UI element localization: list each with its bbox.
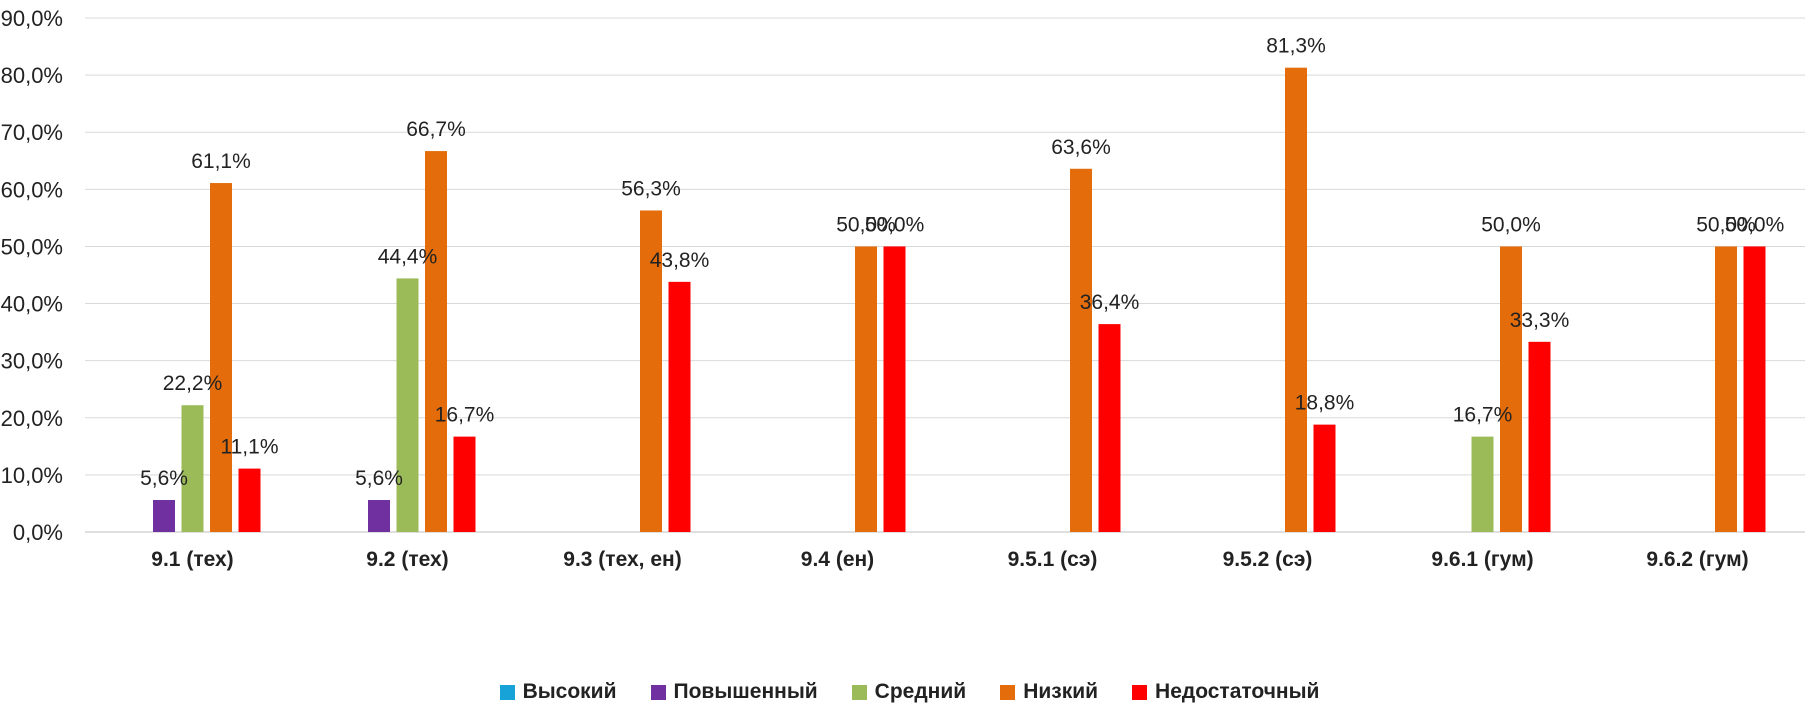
- legend: Высокий Повышенный Средний Низкий Недостаточ…: [0, 680, 1819, 704]
- legend-item: Средний: [851, 680, 967, 704]
- data-label: 50,0%: [1481, 213, 1541, 236]
- data-label: 61,1%: [191, 150, 251, 173]
- legend-label: Недостаточный: [1155, 680, 1320, 703]
- data-label: 50,0%: [865, 213, 925, 236]
- data-label: 16,7%: [435, 404, 495, 427]
- legend-item: Недостаточный: [1132, 680, 1319, 704]
- legend-item: Повышенный: [650, 680, 818, 704]
- bar: [153, 500, 175, 532]
- legend-label: Низкий: [1023, 680, 1099, 703]
- data-label: 50,0%: [1725, 213, 1785, 236]
- y-tick-label: 60,0%: [1, 177, 63, 202]
- bar: [855, 246, 877, 532]
- x-category-label: 9.3 (тех, ен): [563, 548, 681, 571]
- legend-swatch: [650, 684, 666, 700]
- legend-item: Низкий: [1000, 680, 1098, 704]
- gridlines: [85, 17, 1805, 533]
- bar: [1743, 246, 1766, 532]
- y-tick-label: 90,0%: [1, 6, 63, 31]
- bar: [1500, 246, 1522, 532]
- bar: [640, 210, 662, 532]
- bar: [425, 151, 447, 532]
- legend-swatch: [1132, 684, 1148, 700]
- legend-label: Высокий: [522, 680, 617, 703]
- bar: [1070, 168, 1092, 533]
- legend-label: Повышенный: [673, 680, 818, 703]
- data-label: 56,3%: [621, 177, 681, 200]
- legend-swatch: [851, 684, 867, 700]
- y-tick-label: 30,0%: [1, 349, 63, 374]
- legend-item: Высокий: [499, 680, 617, 704]
- x-category-label: 9.5.1 (сэ): [1008, 548, 1098, 571]
- data-label: 16,7%: [1453, 404, 1513, 427]
- data-label: 66,7%: [406, 118, 466, 141]
- y-tick-label: 10,0%: [1, 463, 63, 488]
- bar: [1285, 67, 1307, 532]
- data-labels: 5,6% 22,2% 61,1% 11,1% 5,6% 44,4% 66,7% 16,7% 56…: [140, 35, 1784, 490]
- bar: [396, 278, 419, 532]
- bar: [1098, 324, 1121, 532]
- bar: [1528, 341, 1551, 532]
- data-label: 18,8%: [1295, 392, 1355, 415]
- data-label: 11,1%: [221, 436, 279, 459]
- bar: [181, 405, 204, 532]
- bar: [368, 500, 390, 532]
- data-label: 36,4%: [1080, 291, 1140, 314]
- bar: [453, 436, 476, 532]
- data-label: 50,0%: [836, 213, 896, 236]
- legend-swatch: [499, 684, 515, 700]
- data-label: 5,6%: [140, 467, 188, 490]
- y-tick-label: 0,0%: [13, 520, 63, 545]
- bar: [1471, 436, 1494, 532]
- data-label: 63,6%: [1051, 136, 1111, 159]
- bar: [238, 468, 261, 532]
- data-label: 44,4%: [378, 245, 438, 268]
- x-category-label: 9.6.1 (гум): [1431, 548, 1533, 571]
- y-tick-label: 40,0%: [1, 292, 63, 317]
- data-label: 5,6%: [355, 467, 403, 490]
- bar: [883, 246, 906, 532]
- data-label: 50,0%: [1696, 213, 1756, 236]
- x-category-label: 9.4 (ен): [801, 548, 874, 571]
- y-tick-label: 20,0%: [1, 406, 63, 431]
- legend-swatch: [1000, 684, 1016, 700]
- data-label: 43,8%: [650, 249, 710, 272]
- y-axis-tick-labels: 0,0% 10,0% 20,0% 30,0% 40,0% 50,0% 60,0% 70,0% 8…: [1, 6, 63, 545]
- x-category-label: 9.6.2 (гум): [1646, 548, 1748, 571]
- x-axis-category-labels: 9.1 (тех) 9.2 (тех) 9.3 (тех, ен) 9.4 (ен) 9…: [151, 548, 1748, 571]
- bar: [1715, 246, 1737, 532]
- legend-label: Средний: [874, 680, 967, 703]
- y-tick-label: 50,0%: [1, 234, 63, 259]
- y-tick-label: 70,0%: [1, 120, 63, 145]
- data-label: 22,2%: [163, 372, 223, 395]
- data-label: 81,3%: [1266, 35, 1326, 58]
- bar: [210, 183, 232, 532]
- data-label: 33,3%: [1510, 309, 1570, 332]
- y-tick-label: 80,0%: [1, 63, 63, 88]
- bars: [153, 67, 1766, 533]
- x-category-label: 9.1 (тех): [151, 548, 233, 571]
- x-category-label: 9.2 (тех): [366, 548, 448, 571]
- bar: [1313, 424, 1336, 532]
- bar: [668, 281, 691, 532]
- x-category-label: 9.5.2 (сэ): [1223, 548, 1313, 571]
